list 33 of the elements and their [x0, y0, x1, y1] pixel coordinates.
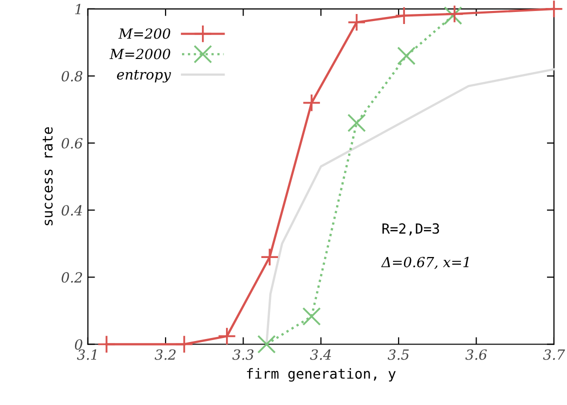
point	[347, 114, 366, 132]
point	[174, 335, 194, 354]
point	[257, 335, 276, 354]
legend-label: entropy	[117, 70, 172, 83]
x-tick-label: 3.2	[154, 349, 176, 360]
x-tick-label: 3.6	[465, 349, 487, 360]
y-tick-label: 1	[75, 4, 80, 14]
point	[97, 335, 116, 354]
point	[218, 326, 236, 346]
y-tick-label: 0	[74, 339, 82, 350]
x-tick-label: 3.5	[388, 349, 409, 360]
point	[302, 94, 321, 112]
x-tick-label: 3.7	[543, 349, 565, 360]
point	[394, 6, 414, 25]
x-tick-label: 3.3	[232, 349, 254, 360]
y-tick-label: 0.2	[62, 272, 82, 283]
point	[347, 13, 366, 32]
y-axis-title: success rate	[42, 127, 53, 226]
y-tick-label: 0.8	[62, 70, 82, 82]
x-axis-title: firm generation, y	[246, 368, 396, 382]
y-tick-label: 0.6	[62, 138, 83, 149]
legend-label: M=200	[118, 28, 170, 39]
x-tick-label: 3.1	[77, 349, 96, 360]
x-tick-label: 3.4	[310, 349, 331, 360]
point	[544, 0, 564, 18]
legend-label: M=2000	[109, 48, 170, 60]
annotation: R=2,D=3	[382, 223, 439, 236]
point	[302, 307, 321, 326]
point	[260, 248, 279, 266]
annotation: Δ=0.67, x=1	[381, 256, 469, 270]
y-tick-label: 0.4	[62, 205, 82, 216]
line-series	[265, 68, 556, 346]
point	[397, 46, 416, 66]
